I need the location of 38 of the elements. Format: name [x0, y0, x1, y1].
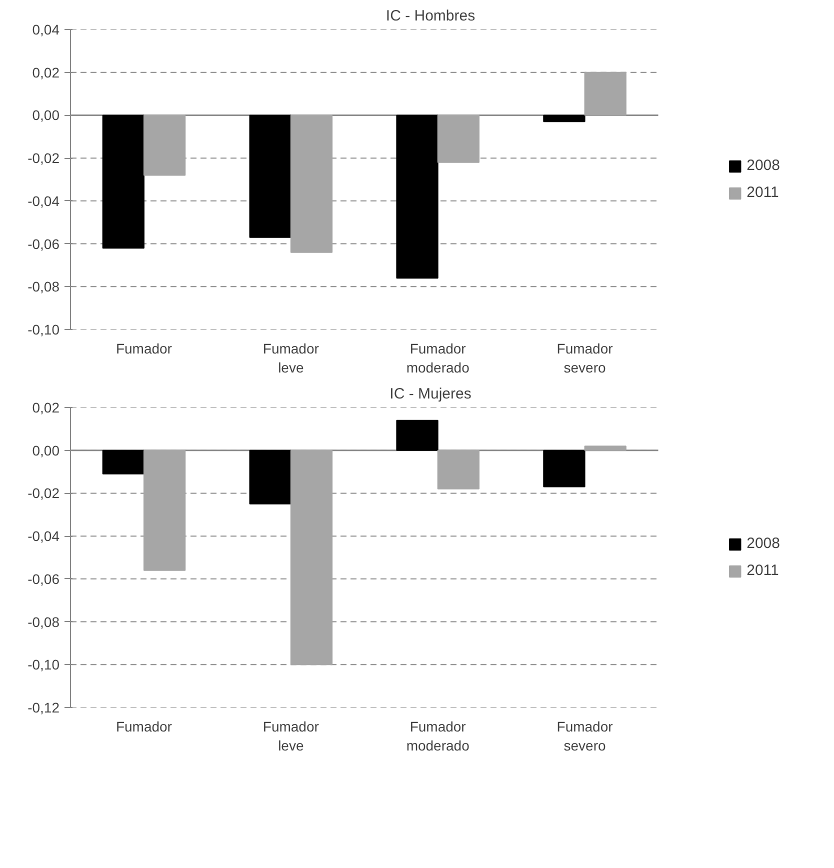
- bar: [437, 450, 480, 490]
- bar: [143, 450, 186, 571]
- legend-label: 2008: [746, 157, 780, 174]
- x-tick-label: Fumador severo: [556, 718, 614, 754]
- legend-label: 2011: [746, 184, 779, 201]
- y-tick-label: -0,04: [28, 192, 60, 209]
- legend-label: 2011: [746, 562, 779, 579]
- y-tick-label: -0,04: [28, 528, 60, 544]
- y-tick-label: -0,02: [28, 150, 60, 166]
- x-tick-label: Fumador moderado: [406, 340, 470, 376]
- bar: [584, 446, 626, 451]
- y-tick-label: -0,06: [28, 570, 60, 587]
- x-tick-label: Fumador severo: [556, 340, 614, 376]
- x-tick-label: Fumador: [116, 340, 172, 356]
- bar: [396, 420, 438, 451]
- bar: [102, 450, 144, 474]
- legend-label: 2008: [746, 535, 780, 552]
- x-tick-label: Fumador: [116, 718, 172, 734]
- y-tick-label: 0,00: [32, 107, 60, 124]
- x-tick-label: Fumador leve: [262, 340, 320, 376]
- y-tick-label: 0,02: [32, 400, 60, 416]
- y-tick-label: -0,10: [28, 322, 60, 338]
- bar: [543, 450, 586, 488]
- y-tick-label: -0,12: [28, 700, 60, 716]
- y-tick-label: 0,04: [32, 22, 60, 38]
- chart-title: IC - Hombres: [386, 8, 476, 24]
- y-tick-label: -0,08: [28, 614, 60, 630]
- y-tick-label: -0,10: [28, 656, 60, 673]
- y-tick-label: -0,02: [28, 485, 60, 502]
- y-tick-label: -0,08: [28, 278, 60, 295]
- bar: [249, 450, 292, 504]
- x-tick-label: Fumador leve: [262, 718, 320, 754]
- y-tick-label: 0,02: [32, 64, 60, 80]
- y-tick-label: 0,00: [32, 442, 60, 458]
- bar: [290, 450, 333, 666]
- chart-title: IC - Mujeres: [390, 386, 472, 402]
- x-tick-label: Fumador moderado: [406, 718, 470, 754]
- y-tick-label: -0,06: [28, 236, 60, 252]
